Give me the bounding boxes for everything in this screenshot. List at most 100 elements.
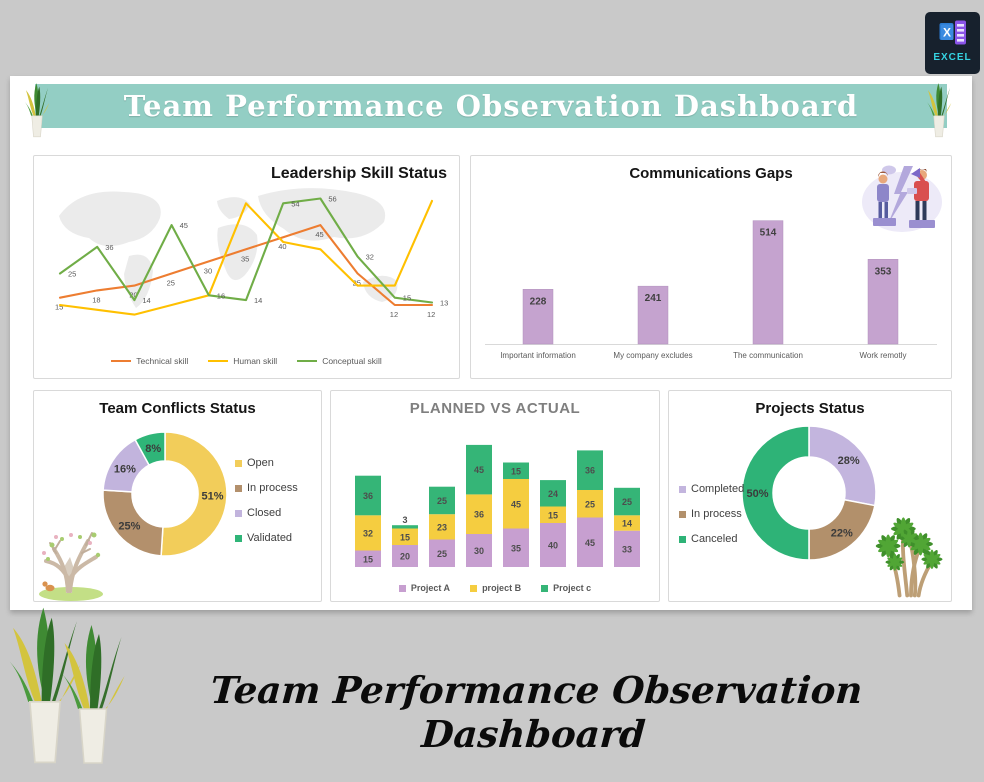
svg-text:51%: 51% (201, 490, 223, 502)
legend-swatch (208, 360, 229, 362)
svg-text:25: 25 (437, 496, 447, 506)
chart-legend: Technical skill Human skill Conceptual ski… (34, 356, 459, 366)
communications-gaps-chart[interactable]: Communications Gaps 228 Important informa… (470, 155, 952, 379)
legend-swatch (398, 584, 406, 592)
legend-item: Human skill (208, 356, 277, 366)
excel-app-badge: EXCEL (925, 12, 980, 74)
svg-text:25: 25 (167, 279, 175, 288)
legend-item: project B (470, 583, 521, 593)
bar-chart-plot: 228 Important information 241 My company ex… (485, 220, 937, 360)
donut-chart-plot: 51% 25% 16% 8% (102, 431, 228, 557)
legend-swatch (679, 485, 686, 493)
legend-swatch (679, 510, 686, 518)
legend-item: In process (235, 482, 317, 494)
chart-legend: Project A project B Project c (331, 583, 659, 593)
svg-text:40: 40 (548, 541, 558, 551)
legend-label: Canceled (691, 533, 738, 545)
leadership-skill-chart[interactable]: Leadership Skill Status 15 18 20 25 30 35 40 45… (33, 155, 460, 379)
legend-swatch (470, 584, 478, 592)
legend-item: Canceled (679, 533, 744, 545)
svg-text:14: 14 (622, 519, 632, 529)
svg-text:Work remotly: Work remotly (860, 351, 907, 360)
legend-swatch (541, 584, 549, 592)
svg-text:45: 45 (511, 499, 521, 509)
svg-text:13: 13 (440, 299, 448, 308)
legend-item: Validated (235, 532, 317, 544)
legend-label: In process (247, 482, 298, 494)
legend-label: Project A (410, 583, 451, 593)
stacked-bar-plot: 15 32 36 20 15 3 25 23 25 30 36 45 35 45 15 40 15 24 45 25 3… (355, 444, 640, 567)
chart-title: Communications Gaps (629, 165, 793, 182)
chart-title: Projects Status (755, 400, 865, 417)
svg-text:15: 15 (363, 554, 373, 564)
svg-text:My company excludes: My company excludes (613, 351, 692, 360)
svg-text:36: 36 (363, 491, 373, 501)
svg-text:30: 30 (204, 266, 212, 275)
header-banner: Team Performance Observation Dashboard (35, 84, 947, 128)
legend-label: Validated (247, 532, 293, 544)
svg-text:23: 23 (437, 522, 447, 532)
svg-text:18: 18 (92, 295, 100, 304)
svg-text:30: 30 (474, 546, 484, 556)
legend-swatch (111, 360, 132, 362)
legend-label: project B (482, 583, 522, 593)
chart-legend: Open In process Closed Validated (235, 457, 317, 544)
legend-label: Closed (247, 507, 282, 519)
page-title: Team Performance Observation Dashboard (123, 89, 859, 123)
snake-plant-icon (60, 620, 126, 768)
legend-swatch (235, 509, 242, 517)
legend-swatch (235, 534, 242, 542)
svg-text:25: 25 (68, 270, 76, 279)
svg-text:228: 228 (530, 296, 547, 307)
svg-text:353: 353 (875, 266, 892, 277)
svg-text:25%: 25% (118, 520, 140, 532)
svg-text:28%: 28% (838, 455, 860, 467)
svg-text:56: 56 (328, 195, 336, 204)
legend-label: Project c (553, 583, 592, 593)
chart-legend: Completed In process Canceled (679, 483, 744, 545)
svg-text:14: 14 (142, 296, 150, 305)
donut-chart-plot: 28% 22% 50% (741, 425, 877, 561)
legend-item: Project A (398, 583, 451, 593)
svg-text:36: 36 (474, 510, 484, 520)
svg-text:35: 35 (241, 254, 249, 263)
svg-text:15: 15 (548, 510, 558, 520)
svg-text:Important information: Important information (500, 351, 576, 360)
snake-plant-icon (8, 604, 82, 766)
legend-swatch (235, 459, 242, 467)
svg-text:25: 25 (353, 279, 361, 288)
svg-text:14: 14 (254, 296, 262, 305)
legend-swatch (679, 535, 686, 543)
legend-item: Completed (679, 483, 744, 495)
svg-text:25: 25 (585, 499, 595, 509)
planned-vs-actual-chart[interactable]: PLANNED VS ACTUAL 15 32 36 20 15 3 25 23 25 30 36 4… (330, 390, 660, 602)
legend-item: In process (679, 508, 744, 520)
svg-text:50%: 50% (746, 488, 768, 500)
svg-text:45: 45 (315, 230, 323, 239)
legend-label: Human skill (233, 356, 278, 366)
svg-text:45: 45 (585, 538, 595, 548)
legend-item: Conceptual skill (297, 356, 382, 366)
projects-status-chart[interactable]: Projects Status 28% 22% 50% Completed In pr… (668, 390, 952, 602)
svg-text:The communication: The communication (733, 351, 803, 360)
svg-text:45: 45 (474, 465, 484, 475)
footer-script-title: Team Performance Observation Dashboard (209, 668, 865, 756)
line-chart-plot: 15 18 20 25 30 35 40 45 25 12 12 25 36 14 45 16 14 54 56 32… (55, 195, 448, 320)
svg-text:45: 45 (180, 221, 188, 230)
world-map-background (59, 188, 398, 308)
legend-item: Closed (235, 507, 317, 519)
excel-badge-label: EXCEL (933, 52, 972, 63)
legend-item: Open (235, 457, 317, 469)
svg-text:16: 16 (217, 291, 225, 300)
team-conflicts-chart[interactable]: Team Conflicts Status 51% 25% 16% 8% Open In… (33, 390, 322, 602)
svg-text:12: 12 (390, 310, 398, 319)
legend-swatch (297, 360, 318, 362)
chart-title: Team Conflicts Status (99, 400, 256, 417)
svg-text:36: 36 (585, 466, 595, 476)
excel-logo-icon (937, 17, 969, 49)
svg-text:15: 15 (403, 294, 411, 303)
svg-text:16%: 16% (114, 464, 136, 476)
legend-swatch (235, 484, 242, 492)
svg-text:25: 25 (622, 497, 632, 507)
